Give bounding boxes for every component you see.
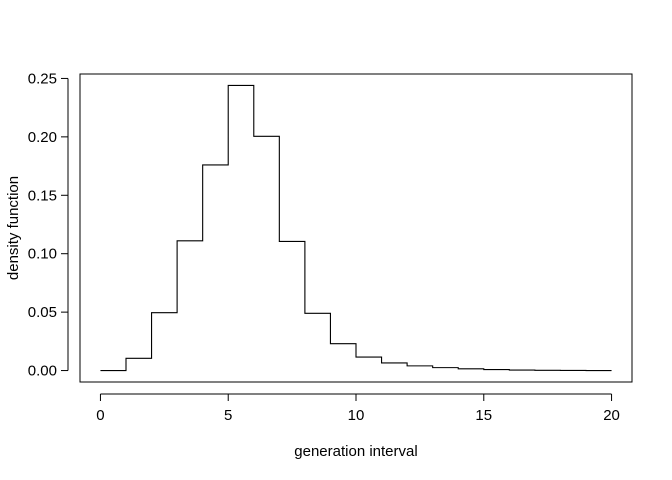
x-axis: 0 5 10 15 20 bbox=[96, 393, 620, 424]
y-tick-label: 0.05 bbox=[28, 304, 57, 321]
y-tick-label: 0.20 bbox=[28, 129, 57, 146]
y-axis: 0.00 0.05 0.10 0.15 0.20 0.25 bbox=[28, 70, 69, 380]
x-tick-label: 0 bbox=[96, 407, 104, 424]
x-tick-label: 10 bbox=[348, 407, 365, 424]
y-tick-label: 0.00 bbox=[28, 363, 57, 380]
y-tick-label: 0.25 bbox=[28, 70, 57, 87]
y-tick-label: 0.15 bbox=[28, 187, 57, 204]
x-axis-title: generation interval bbox=[294, 443, 417, 460]
x-tick-label: 20 bbox=[603, 407, 620, 424]
x-tick-label: 15 bbox=[475, 407, 492, 424]
y-tick-label: 0.10 bbox=[28, 246, 57, 263]
plot-box bbox=[79, 73, 633, 383]
y-axis-title: density function bbox=[5, 176, 22, 280]
density-step-line bbox=[100, 84, 612, 372]
x-tick-label: 5 bbox=[224, 407, 232, 424]
